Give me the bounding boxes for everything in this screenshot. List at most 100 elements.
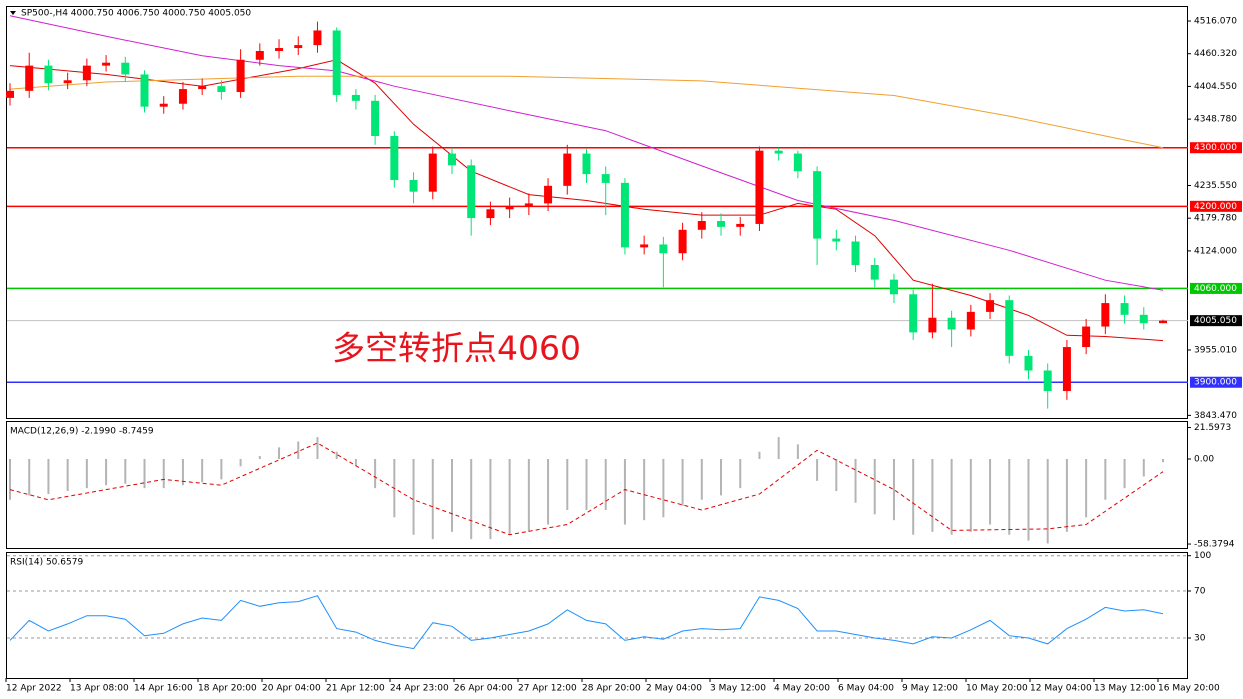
macd-bar: [873, 458, 876, 515]
candle-body: [544, 185, 553, 204]
candle-body: [332, 30, 341, 95]
macd-bar: [508, 458, 511, 535]
macd-bar: [662, 458, 665, 518]
macd-bar: [1123, 458, 1126, 489]
candle-body: [275, 48, 284, 51]
macd-bar: [28, 458, 31, 496]
x-tick-label: 9 May 12:00: [902, 684, 958, 694]
macd-bar: [739, 458, 742, 489]
macd-bar: [931, 458, 934, 532]
candle-body: [697, 221, 706, 230]
macd-bar: [796, 444, 799, 459]
macd-title: MACD(12,26,9) -2.1990 -8.7459: [10, 427, 154, 437]
macd-bar: [239, 458, 242, 467]
candle-body: [486, 209, 495, 219]
macd-bar: [585, 458, 588, 510]
candle-body: [909, 294, 918, 333]
moving-average: [9, 15, 1164, 291]
x-tick-label: 2 May 04:00: [646, 684, 702, 694]
x-tick-label: 18 Apr 20:00: [198, 684, 257, 694]
candle-body: [102, 62, 111, 66]
level-tag: [1190, 142, 1242, 154]
candle-body: [1062, 347, 1071, 392]
macd-bar: [777, 437, 780, 459]
y-tick-label: 4404.550: [1194, 82, 1237, 92]
macd-bar: [1142, 458, 1145, 477]
candle-body: [870, 264, 879, 280]
candle-body: [928, 317, 937, 333]
candle-body: [966, 311, 975, 330]
x-tick-label: 10 May 20:00: [966, 684, 1028, 694]
level-label: 3900.000: [1194, 378, 1237, 388]
candle-body: [640, 244, 649, 248]
candle-body: [121, 62, 130, 75]
macd-bar: [258, 456, 261, 459]
macd-panel: [6, 421, 1188, 549]
x-tick-label: 4 May 20:00: [774, 684, 830, 694]
rsi-panel: [6, 552, 1188, 679]
x-tick-label: 14 Apr 16:00: [134, 684, 193, 694]
macd-bar: [278, 447, 281, 459]
x-tick-label: 28 Apr 20:00: [582, 684, 641, 694]
y-tick-label: 4348.780: [1194, 115, 1237, 125]
candle-body: [390, 135, 399, 180]
macd-bar: [1162, 458, 1164, 463]
candle-body: [659, 244, 668, 254]
macd-bar: [643, 458, 646, 521]
macd-bar: [547, 458, 550, 525]
y-tick-label: 3843.470: [1194, 411, 1237, 421]
candle-body: [44, 65, 53, 84]
x-tick-label: 20 Apr 04:00: [262, 684, 321, 694]
macd-bar: [969, 458, 972, 532]
macd-bar: [297, 441, 300, 459]
y-tick-label: 3955.010: [1194, 345, 1237, 355]
y-tick-label: 30: [1194, 634, 1206, 644]
macd-bar: [623, 458, 626, 525]
macd-bar: [489, 458, 492, 540]
macd-bar: [143, 458, 146, 489]
x-tick-label: 6 May 04:00: [838, 684, 894, 694]
x-tick-label: 21 Apr 12:00: [326, 684, 385, 694]
macd-bar: [681, 458, 684, 506]
macd-bar: [835, 458, 838, 492]
candle-body: [63, 80, 72, 84]
macd-bar: [431, 458, 434, 540]
moving-average: [9, 59, 1164, 342]
x-tick-label: 12 May 04:00: [1030, 684, 1092, 694]
price-title: SP500-,H4 4000.750 4006.750 4000.750 400…: [21, 9, 251, 19]
macd-bar: [374, 458, 377, 489]
price-panel: [6, 6, 1188, 419]
candle-body: [6, 90, 14, 98]
macd-bar: [220, 458, 223, 480]
macd-bar: [758, 451, 761, 459]
y-tick-label: 4460.320: [1194, 49, 1237, 59]
candle-body: [793, 153, 802, 172]
candle-body: [1120, 303, 1129, 315]
macd-bar: [124, 458, 127, 484]
x-tick-label: 3 May 12:00: [710, 684, 766, 694]
candle-body: [178, 89, 187, 104]
level-tag: [1190, 376, 1242, 388]
macd-bar: [316, 437, 319, 459]
macd-bar: [201, 458, 204, 483]
candle-body: [774, 150, 783, 154]
macd-bar: [335, 451, 338, 459]
candle-body: [371, 100, 380, 136]
macd-bar: [181, 458, 184, 486]
level-label: 4200.000: [1194, 202, 1237, 212]
candle-body: [447, 153, 456, 166]
macd-bar: [1065, 458, 1068, 532]
candle-body: [986, 300, 995, 312]
candle-body: [255, 50, 264, 60]
y-tick-label: 0.00: [1194, 454, 1214, 464]
level-label: 4060.000: [1194, 284, 1237, 294]
candle-body: [82, 65, 91, 81]
candle-body: [409, 179, 418, 192]
candle-body: [582, 153, 591, 175]
candle-body: [832, 238, 841, 242]
candle-body: [1139, 314, 1148, 324]
y-tick-label: 4124.000: [1194, 246, 1237, 256]
level-tag: [1190, 200, 1242, 212]
macd-bar: [854, 458, 857, 503]
